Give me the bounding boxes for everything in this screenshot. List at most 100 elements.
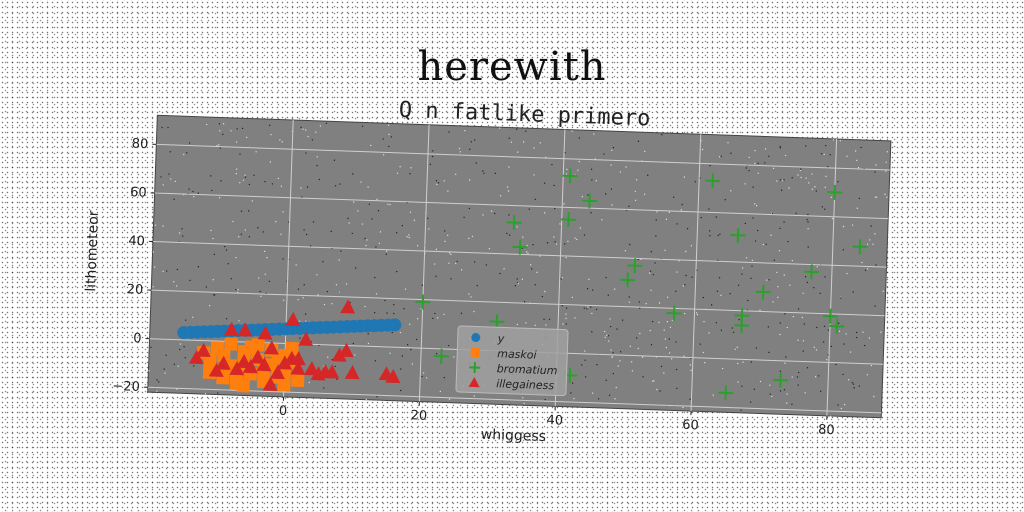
noise-dot (848, 379, 850, 381)
noise-dot (664, 249, 666, 251)
noise-dot (305, 233, 308, 236)
noise-dot (616, 328, 618, 330)
noise-dot (416, 245, 419, 247)
noise-dot (750, 361, 753, 363)
y-tick-label: 20 (126, 282, 143, 298)
noise-dot (686, 228, 689, 230)
noise-dot (219, 130, 221, 132)
noise-dot (806, 219, 808, 221)
noise-dot (886, 196, 888, 198)
noise-dot (852, 383, 855, 385)
noise-dot (777, 285, 779, 288)
noise-dot (709, 230, 711, 232)
noise-dot (873, 395, 875, 398)
noise-dot (565, 173, 568, 175)
noise-dot (851, 382, 854, 384)
noise-dot (595, 180, 597, 182)
bromatium-point (827, 184, 843, 200)
noise-dot (738, 284, 740, 286)
noise-dot (179, 348, 181, 351)
noise-dot (435, 275, 437, 277)
noise-dot (644, 193, 646, 195)
noise-dot (819, 292, 821, 295)
noise-dot (651, 380, 654, 382)
noise-dot (197, 266, 200, 268)
noise-dot (218, 144, 220, 146)
noise-dot (581, 364, 583, 366)
noise-dot (872, 243, 874, 245)
noise-dot (279, 139, 281, 141)
noise-dot (773, 259, 776, 261)
bromatium-point (718, 385, 734, 401)
noise-dot (443, 180, 445, 182)
illegainess-point (290, 360, 306, 375)
noise-dot (548, 318, 551, 320)
noise-dot (507, 190, 510, 192)
noise-dot (177, 365, 179, 367)
noise-dot (814, 376, 817, 378)
noise-dot (340, 250, 342, 252)
noise-dot (222, 123, 225, 125)
plot-area (147, 114, 892, 419)
noise-dot (620, 351, 622, 353)
maskoi-point (224, 337, 238, 351)
noise-dot (435, 352, 438, 355)
noise-dot (432, 150, 434, 152)
noise-dot (665, 218, 668, 221)
noise-dot (334, 185, 337, 187)
noise-dot (258, 277, 260, 279)
noise-dot (188, 142, 191, 144)
noise-dot (590, 306, 592, 308)
noise-dot (581, 195, 583, 198)
noise-dot (804, 276, 807, 278)
noise-dot (571, 296, 573, 299)
noise-dot (656, 211, 658, 213)
noise-dot (753, 388, 755, 390)
noise-dot (312, 221, 315, 223)
illegainess-point (269, 364, 285, 380)
bromatium-point (773, 372, 789, 388)
noise-dot (868, 337, 871, 339)
noise-dot (566, 168, 568, 171)
noise-dot (360, 181, 362, 183)
noise-dot (468, 207, 471, 210)
x-tick-label: 0 (279, 404, 288, 419)
noise-dot (331, 303, 333, 305)
noise-dot (330, 230, 332, 233)
bromatium-point (822, 308, 838, 324)
noise-dot (455, 173, 457, 175)
noise-dot (642, 376, 644, 378)
noise-dot (720, 329, 723, 331)
noise-dot (450, 278, 452, 280)
noise-dot (543, 212, 546, 214)
noise-dot (436, 317, 439, 319)
noise-dot (608, 340, 610, 342)
noise-dot (516, 323, 519, 326)
noise-dot (409, 211, 412, 213)
noise-dot (154, 224, 157, 226)
x-tick-label: 60 (682, 418, 699, 434)
noise-dot (712, 394, 714, 396)
noise-dot (802, 350, 804, 352)
bromatium-point (730, 227, 746, 243)
noise-dot (619, 360, 621, 362)
noise-dot (255, 151, 257, 153)
noise-dot (869, 239, 871, 241)
noise-dot (162, 184, 164, 186)
noise-dot (789, 284, 791, 286)
noise-dot (779, 390, 782, 392)
noise-dot (169, 151, 171, 153)
noise-dot (257, 227, 259, 229)
noise-dot (384, 299, 386, 302)
noise-dot (351, 232, 353, 235)
noise-dot (585, 376, 587, 378)
noise-dot (554, 207, 556, 210)
noise-dot (574, 317, 576, 319)
noise-dot (764, 148, 767, 150)
noise-dot (840, 407, 842, 410)
noise-dot (205, 286, 207, 288)
noise-dot (259, 290, 261, 293)
noise-dot (316, 164, 318, 167)
noise-dot (303, 229, 305, 231)
noise-dot (474, 139, 476, 141)
